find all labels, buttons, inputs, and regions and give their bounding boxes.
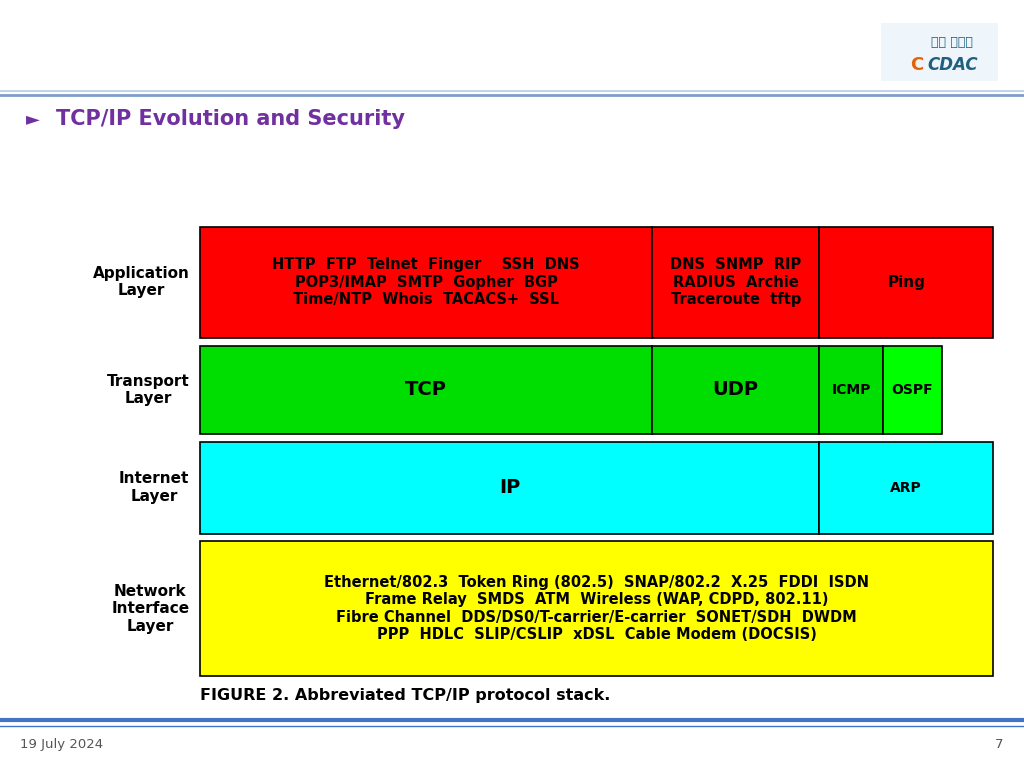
Text: Ping: Ping bbox=[888, 275, 925, 290]
FancyBboxPatch shape bbox=[819, 442, 993, 534]
Text: UDP: UDP bbox=[713, 380, 759, 399]
Text: 7: 7 bbox=[995, 739, 1004, 751]
Text: ►: ► bbox=[26, 110, 40, 128]
FancyBboxPatch shape bbox=[819, 346, 883, 434]
Text: CDAC: CDAC bbox=[927, 56, 978, 74]
Text: Network
Interface
Layer: Network Interface Layer bbox=[112, 584, 189, 634]
Text: Transport
Layer: Transport Layer bbox=[106, 373, 189, 406]
FancyBboxPatch shape bbox=[652, 346, 819, 434]
Text: ARP: ARP bbox=[890, 481, 923, 495]
Text: IP: IP bbox=[499, 478, 520, 497]
Text: DNS  SNMP  RIP
RADIUS  Archie
Traceroute  tftp: DNS SNMP RIP RADIUS Archie Traceroute tf… bbox=[670, 257, 802, 307]
FancyBboxPatch shape bbox=[819, 227, 993, 338]
Text: Application
Layer: Application Layer bbox=[92, 266, 189, 299]
FancyBboxPatch shape bbox=[883, 346, 942, 434]
Text: FIGURE 2. Abbreviated TCP/IP protocol stack.: FIGURE 2. Abbreviated TCP/IP protocol st… bbox=[200, 687, 610, 703]
Text: OSPF: OSPF bbox=[892, 382, 933, 397]
Text: TCP: TCP bbox=[406, 380, 446, 399]
FancyBboxPatch shape bbox=[200, 442, 819, 534]
Text: TCP/IP Evolution and Security: TCP/IP Evolution and Security bbox=[56, 109, 406, 129]
Text: C: C bbox=[910, 56, 923, 74]
Text: Internet
Layer: Internet Layer bbox=[119, 472, 189, 504]
FancyBboxPatch shape bbox=[200, 346, 652, 434]
FancyBboxPatch shape bbox=[200, 227, 652, 338]
Text: 19 July 2024: 19 July 2024 bbox=[20, 739, 103, 751]
FancyBboxPatch shape bbox=[881, 23, 998, 81]
Text: ICMP: ICMP bbox=[831, 382, 870, 397]
FancyBboxPatch shape bbox=[200, 541, 993, 676]
Text: HTTP  FTP  Telnet  Finger    SSH  DNS
POP3/IMAP  SMTP  Gopher  BGP
Time/NTP  Who: HTTP FTP Telnet Finger SSH DNS POP3/IMAP… bbox=[272, 257, 580, 307]
Text: सी डैक: सी डैक bbox=[932, 36, 973, 48]
FancyBboxPatch shape bbox=[652, 227, 819, 338]
Text: Ethernet/802.3  Token Ring (802.5)  SNAP/802.2  X.25  FDDI  ISDN
Frame Relay  SM: Ethernet/802.3 Token Ring (802.5) SNAP/8… bbox=[324, 575, 869, 642]
